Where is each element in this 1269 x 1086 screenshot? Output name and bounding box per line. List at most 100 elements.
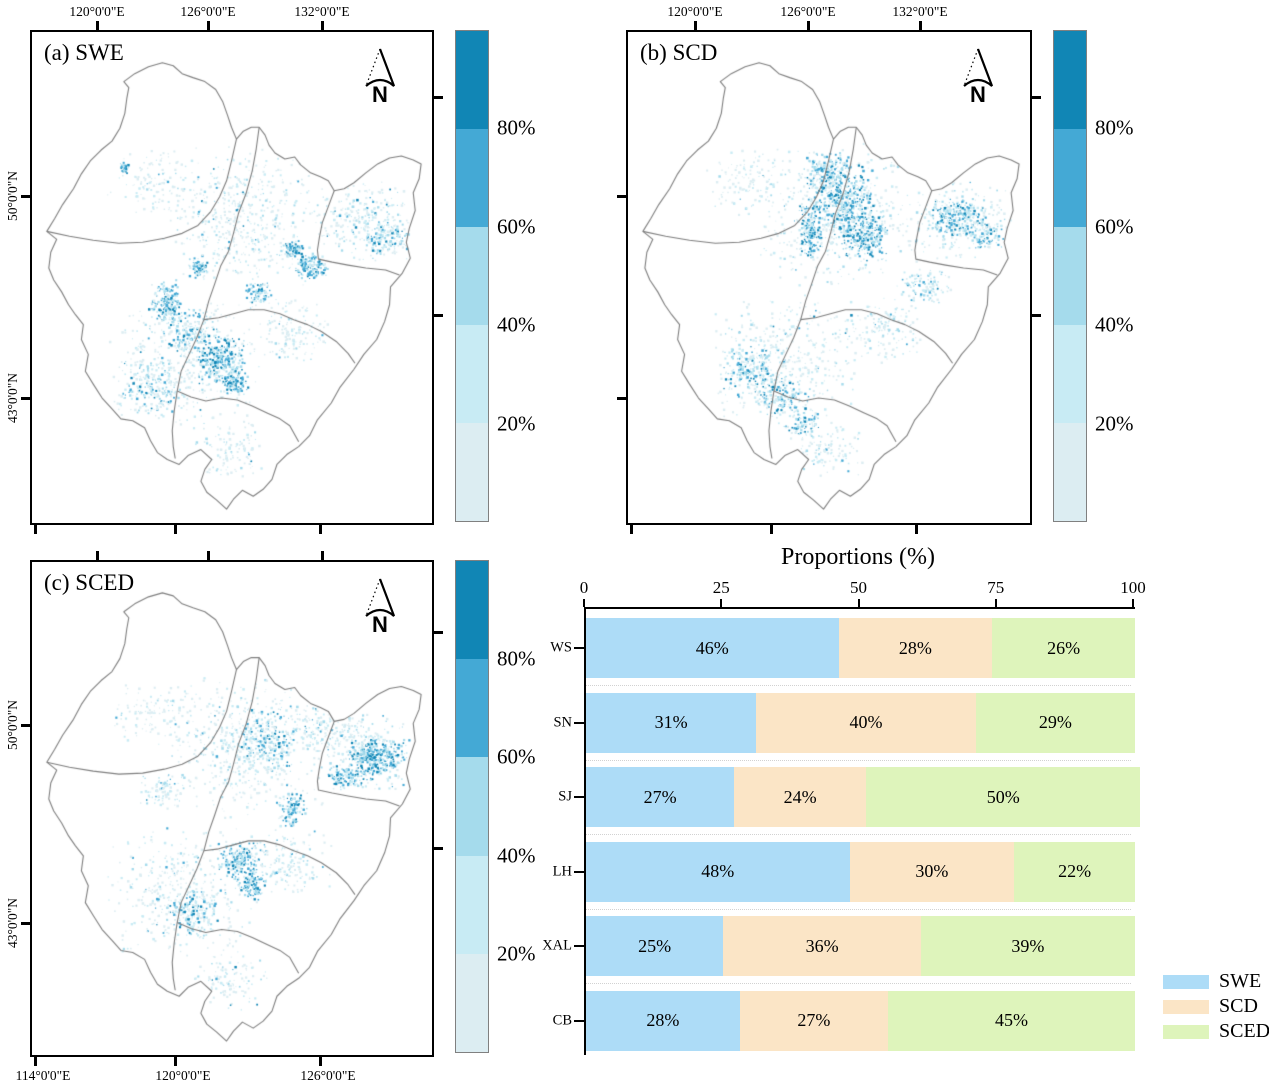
colorbar-tick-label: 80%	[1095, 115, 1134, 140]
colorbar-tick-label: 80%	[497, 115, 536, 140]
map-left-tick	[21, 922, 30, 925]
bar-category-label: SN	[553, 714, 572, 730]
colorbar-tick-label: 40%	[497, 843, 536, 868]
bar-value-label: 25%	[638, 935, 672, 956]
north-arrow-icon: N	[357, 46, 403, 108]
latitude-label: 43°0'0"N	[5, 372, 20, 424]
bar-segment-sced: 22%	[1014, 841, 1135, 902]
colorbar-segment	[456, 953, 488, 1053]
bar-segment-swe: 28%	[586, 990, 740, 1051]
bar-segment-sced: 50%	[865, 767, 1141, 827]
chart-y-axis-line	[584, 607, 586, 1055]
chart-axis-tick-label: 0	[579, 578, 589, 597]
latitude-label: 50°0'0"N	[5, 170, 20, 222]
map-bottom-tick	[770, 525, 773, 534]
bar-value-label: 28%	[898, 637, 932, 658]
bar-segment-swe: 46%	[586, 618, 839, 678]
colorbar-sced	[455, 560, 489, 1053]
bar-segment-swe: 31%	[586, 692, 757, 753]
panel-label-scd: (b) SCD	[640, 40, 718, 65]
colorbar-segment	[1054, 423, 1086, 521]
bar-value-label: 30%	[915, 861, 949, 881]
colorbar-tick-label: 20%	[1095, 411, 1134, 436]
bar-segment-scd: 24%	[734, 767, 866, 827]
bar-segment-scd: 40%	[756, 692, 976, 753]
row-separator	[586, 759, 1131, 761]
colorbar-segment	[456, 561, 488, 660]
north-letter: N	[970, 82, 986, 107]
map-right-tick	[434, 847, 443, 850]
bar-value-label: 45%	[994, 1010, 1028, 1030]
bar-value-label: 46%	[695, 637, 729, 658]
map-bottom-tick	[174, 1057, 177, 1066]
map-bottom-tick	[34, 1057, 37, 1066]
bar-segment-swe: 27%	[586, 767, 735, 827]
map-canvas-sced	[32, 562, 432, 1055]
longitude-label: 132°0'0"E	[294, 4, 350, 19]
map-top-tick	[321, 21, 324, 30]
chart-axis-tick-label: 50	[850, 578, 867, 597]
chart-axis-tick	[857, 599, 860, 607]
bar-value-label: 39%	[1011, 935, 1045, 956]
colorbar-segment	[1054, 129, 1086, 227]
latitude-label: 50°0'0"N	[5, 699, 20, 751]
map-top-tick	[207, 21, 210, 30]
colorbar-tick-label: 20%	[497, 411, 536, 436]
longitude-label: 120°0'0"E	[667, 4, 723, 19]
colorbar-tick-label: 20%	[497, 941, 536, 966]
map-panel-swe: (a) SWE N	[30, 30, 434, 525]
bar-value-label: 27%	[643, 786, 677, 807]
longitude-label: 132°0'0"E	[892, 4, 948, 19]
bar-value-label: 36%	[805, 935, 839, 956]
map-canvas-swe	[32, 32, 432, 523]
row-separator	[586, 908, 1131, 910]
map-bottom-tick	[915, 525, 918, 534]
north-letter: N	[372, 612, 388, 637]
map-left-tick	[21, 195, 30, 198]
bar-value-label: 26%	[1047, 637, 1081, 658]
map-bottom-tick	[630, 525, 633, 534]
map-bottom-tick	[34, 525, 37, 534]
category-tick	[574, 721, 584, 724]
row-separator	[586, 685, 1131, 686]
colorbar-segment	[456, 31, 488, 129]
bar-segment-scd: 36%	[723, 916, 921, 976]
longitude-label: 126°0'0"E	[780, 4, 836, 19]
map-bottom-tick	[319, 1057, 322, 1066]
bar-segment-scd: 27%	[739, 990, 888, 1051]
colorbar-tick-label: 60%	[497, 744, 536, 769]
map-bottom-tick	[174, 525, 177, 534]
colorbar-tick-label: 60%	[497, 214, 536, 239]
latitude-label: 43°0'0"N	[5, 897, 20, 949]
colorbar-segment	[456, 129, 488, 227]
chart-axis-tick	[1132, 599, 1134, 607]
bar-value-label: 27%	[797, 1010, 831, 1030]
bar-category-label: XAL	[542, 937, 572, 954]
colorbar-tick-label: 40%	[1095, 312, 1134, 337]
map-panel-scd: (b) SCD N	[626, 30, 1032, 525]
colorbar-segment	[1054, 325, 1086, 423]
bar-value-label: 24%	[783, 786, 817, 807]
bar-segment-sced: 45%	[887, 990, 1135, 1051]
map-top-tick	[96, 21, 99, 30]
colorbar-segment	[456, 757, 488, 856]
map-left-tick	[617, 195, 626, 198]
north-letter: N	[372, 82, 388, 107]
legend-item-scd: SCD	[1163, 995, 1258, 1018]
legend-label-swe: SWE	[1219, 970, 1262, 992]
legend-label-scd: SCD	[1219, 995, 1258, 1017]
map-left-tick	[21, 397, 30, 400]
map-left-tick	[21, 724, 30, 727]
bar-value-label: 28%	[646, 1010, 680, 1030]
bar-category-label: WS	[550, 639, 572, 656]
colorbar-segment	[456, 855, 488, 954]
bar-value-label: 31%	[654, 712, 688, 732]
row-separator	[586, 834, 1131, 835]
map-bottom-tick	[319, 525, 322, 534]
bar-segment-sced: 29%	[975, 692, 1135, 753]
longitude-label: 120°0'0"E	[155, 1068, 211, 1083]
map-top-tick	[207, 551, 210, 560]
map-right-tick	[434, 96, 443, 99]
legend-label-sced: SCED	[1219, 1020, 1269, 1042]
